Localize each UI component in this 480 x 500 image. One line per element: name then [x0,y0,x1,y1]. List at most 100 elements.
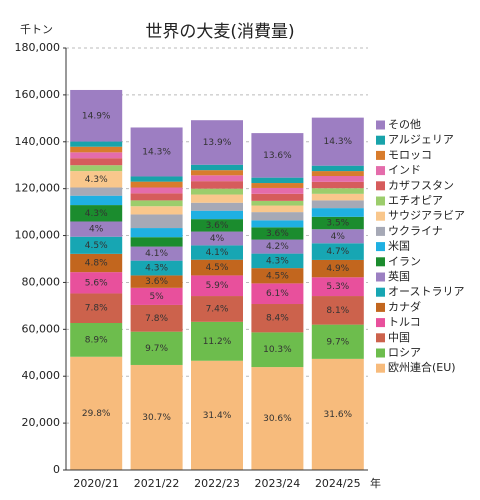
bar-segment [191,245,243,260]
bar-segment [311,296,364,325]
data-label: 4.2% [266,242,289,252]
data-label: 4% [331,232,346,242]
y-axis-unit: 千トン [20,23,53,36]
legend-label: カナダ [388,299,421,313]
data-label: 4.5% [266,271,289,281]
legend-label: 中国 [388,331,410,344]
x-axis-unit: 年 [370,476,381,490]
data-label: 14.3% [324,137,353,147]
bar-segment [70,89,123,142]
bar-segment [251,183,304,188]
bar-segment [191,275,243,297]
data-label: 5.9% [206,281,229,291]
data-label: 4.5% [206,263,229,273]
data-label: 4.8% [85,258,108,268]
bar-segment [130,237,183,247]
bar-segment [130,176,183,182]
data-label: 4.3% [85,209,108,219]
bar-segment [70,165,123,172]
legend-swatch [376,287,385,297]
legend-label: 英国 [388,269,410,283]
bar-segment [251,200,304,206]
y-tick-label: 100,000 [15,229,61,242]
data-label: 7.8% [85,304,108,314]
bar-segment [191,296,243,322]
bar-segment [191,181,243,189]
data-label: 4.7% [326,247,349,257]
legend-label: イラン [388,255,421,268]
bar-segment [311,277,364,297]
x-tick-label: 2023/24 [255,477,301,490]
bar-segment [70,158,123,166]
data-label: 4.9% [326,264,349,274]
bar-segment [311,259,364,278]
x-tick-label: 2021/22 [134,477,180,490]
bar-segment [311,200,364,209]
legend-swatch [376,211,385,221]
data-label: 3.6% [206,221,229,231]
y-tick-label: 60,000 [22,322,61,335]
data-label: 8.1% [326,306,349,316]
bar-segment [311,324,364,359]
bar-segment [191,219,243,232]
legend-label: その他 [388,118,421,131]
legend-swatch [376,257,385,267]
data-label: 8.4% [266,314,289,324]
bar-segment [251,239,304,254]
bar-segment [191,360,243,470]
data-label: 4.3% [85,175,108,185]
bar-segment [70,205,123,222]
bar-segment [311,193,364,201]
legend-swatch [376,272,385,282]
data-label: 4.1% [206,248,229,258]
bar-segment [251,212,304,221]
bar-segment [251,193,304,201]
bar-segment [251,283,304,305]
bar-segment [70,141,123,147]
bar-segment [311,165,364,172]
legend-label: インド [388,164,421,177]
bar-segment [191,120,243,165]
data-label: 14.9% [82,111,111,121]
bar-segment [311,229,364,244]
bar-segment [70,272,123,294]
data-label: 14.3% [142,147,171,157]
legend-label: モロッコ [388,148,432,161]
data-label: 7.8% [145,314,168,324]
bar-segment [191,259,243,276]
legend-label: カザフスタン [388,179,454,192]
bar-segment [70,195,123,206]
bar-segment [130,275,183,288]
bar-segment [251,205,304,213]
bar-segment [191,194,243,203]
bar-segment [251,268,304,284]
bar-segment [191,231,243,246]
data-label: 11.2% [203,337,232,347]
bar-segment [130,181,183,188]
data-label: 3.5% [326,219,349,229]
data-label: 4.5% [85,241,108,251]
bar-segment [311,117,364,166]
bar-segment [191,188,243,195]
bar-segment [311,176,364,182]
bar-segment [70,236,123,254]
data-label: 4% [210,234,225,244]
bar-segment [251,332,304,368]
bar-segment [130,331,183,365]
legend-swatch [376,363,385,373]
bar-segment [191,175,243,182]
x-tick-label: 2022/23 [194,477,240,490]
data-label: 5.6% [85,278,108,288]
data-label: 31.4% [203,411,232,421]
y-tick-label: 20,000 [22,416,61,429]
bar-segment [130,127,183,177]
data-label: 9.7% [145,344,168,354]
legend-swatch [376,150,385,160]
data-label: 6.1% [266,289,289,299]
data-label: 31.6% [324,410,353,420]
legend-label: サウジアラビア [388,209,465,222]
legend-swatch [376,196,385,206]
data-label: 10.3% [263,345,292,355]
x-tick-label: 2024/25 [315,477,361,490]
y-tick-label: 0 [53,463,60,476]
